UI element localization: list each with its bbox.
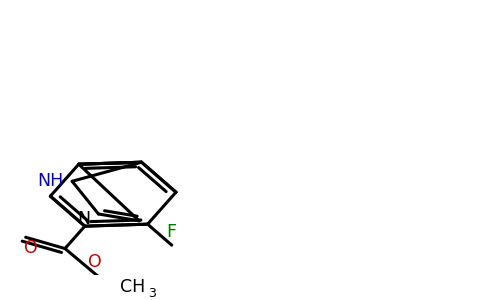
Text: NH: NH <box>37 172 64 190</box>
Text: N: N <box>77 210 91 228</box>
Text: O: O <box>88 253 102 271</box>
Text: F: F <box>166 223 177 241</box>
Text: 3: 3 <box>148 287 155 300</box>
Text: O: O <box>24 239 37 257</box>
Text: CH: CH <box>120 278 145 296</box>
